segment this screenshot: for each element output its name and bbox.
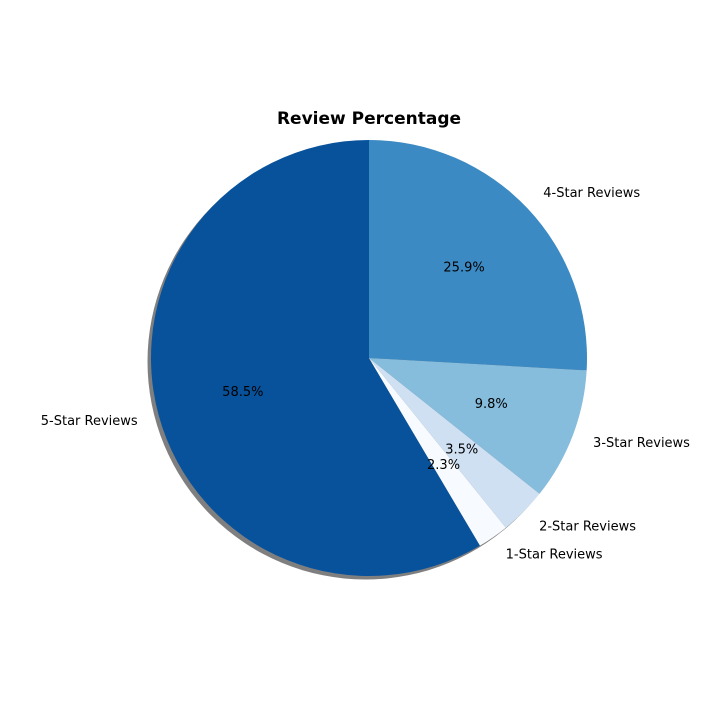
slice-label-4: 4-Star Reviews <box>543 186 640 201</box>
pie-slice-4 <box>369 140 587 371</box>
slice-label-0: 5-Star Reviews <box>41 414 138 429</box>
pie-labels: 5-Star Reviews 58.5% 1-Star Reviews 2.3% 2-S… <box>41 186 690 563</box>
slice-pct-1: 2.3% <box>427 458 460 473</box>
pie-slice-1 <box>369 358 506 546</box>
slice-pct-0: 58.5% <box>222 385 263 400</box>
slice-pct-2: 3.5% <box>445 443 478 458</box>
pie-slice-3 <box>369 358 587 494</box>
chart-title: Review Percentage <box>277 109 461 129</box>
pie-slice-2 <box>369 358 540 528</box>
pie-slice-0 <box>150 140 480 576</box>
slice-pct-4: 25.9% <box>443 261 484 276</box>
pie-slices <box>150 140 587 576</box>
slice-label-1: 1-Star Reviews <box>506 548 603 563</box>
slice-pct-3: 9.8% <box>475 397 508 412</box>
slice-label-2: 2-Star Reviews <box>539 520 636 535</box>
slice-label-3: 3-Star Reviews <box>593 436 690 451</box>
